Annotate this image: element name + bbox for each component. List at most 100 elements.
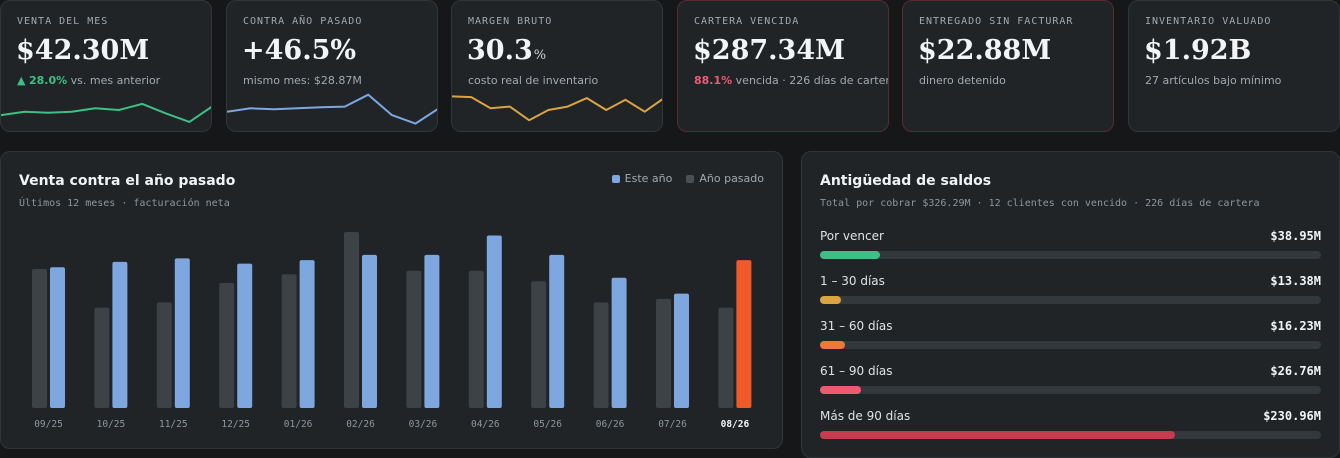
aging-row-61-90[interactable]: 61 – 90 días $26.76M [820, 364, 1321, 396]
kpi-label: CARTERA VENCIDA [694, 16, 800, 27]
x-tick-label: 04/26 [471, 419, 500, 430]
x-tick-label: 03/26 [409, 419, 438, 430]
x-tick-label: 08/26 [721, 419, 750, 430]
aging-fill [820, 431, 1175, 439]
bar-chart: 09/25 10/25 11/25 12/25 01/26 02/26 03/26 04/26… [32, 232, 752, 430]
aging-label: 31 – 60 días [820, 319, 893, 333]
bar-this-year-12/25 [237, 263, 253, 408]
bar-last-year-07/26 [656, 298, 671, 408]
x-tick-label: 11/25 [159, 419, 188, 430]
x-tick-label: 06/26 [596, 419, 625, 430]
x-tick-label: 07/26 [658, 419, 687, 430]
kpi-card-venta-mes[interactable]: VENTA DEL MES $42.30M ▲ 28.0% vs. mes an… [0, 0, 212, 132]
kpi-subtext: 27 artículos bajo mínimo [1145, 74, 1282, 87]
bar-this-year-08/26 [736, 260, 752, 408]
bar-last-year-09/25 [32, 268, 47, 408]
trend-up-icon: ▲ [17, 74, 26, 87]
bar-this-year-11/25 [174, 258, 190, 408]
x-tick-label: 09/25 [34, 419, 63, 430]
aging-row-mas-90[interactable]: Más de 90 días $230.96M [820, 409, 1321, 441]
aging-label: Más de 90 días [820, 409, 911, 423]
bar-last-year-05/26 [531, 281, 547, 408]
x-tick-label: 05/26 [533, 419, 562, 430]
aging-row-por-vencer[interactable]: Por vencer $38.95M [820, 229, 1321, 261]
kpi-card-contra-ano-pasado[interactable]: CONTRA AÑO PASADO +46.5% mismo mes: $28.… [226, 0, 438, 132]
bar-this-year-09/25 [50, 267, 65, 408]
aging-label: 61 – 90 días [820, 364, 893, 378]
kpi-card-entregado-sin-facturar[interactable]: ENTREGADO SIN FACTURAR $22.88M dinero de… [902, 0, 1114, 132]
sparkline-path [1, 102, 211, 123]
legend-swatch [686, 174, 695, 183]
kpi-value: $1.92B [1144, 35, 1252, 66]
panel-subtitle: Total por cobrar $326.29M · 12 clientes … [820, 198, 1260, 209]
bar-last-year-01/26 [281, 274, 297, 408]
chart-legend: Este año Año pasado [611, 172, 764, 185]
kpi-card-cartera-vencida[interactable]: CARTERA VENCIDA $287.34M 88.1% vencida ·… [677, 0, 889, 132]
kpi-subtext: 88.1% vencida · 226 días de cartera [694, 74, 889, 87]
x-tick-label: 10/25 [97, 419, 126, 430]
bar-last-year-12/25 [219, 283, 235, 408]
kpi-label: MARGEN BRUTO [468, 16, 553, 27]
aging-amount: $38.95M [1270, 229, 1321, 243]
kpi-subtext: mismo mes: $28.87M [243, 74, 362, 87]
bar-this-year-10/25 [112, 261, 128, 408]
x-tick-label: 02/26 [346, 419, 375, 430]
bar-this-year-07/26 [674, 293, 689, 408]
sparkline-path [452, 95, 662, 122]
bar-last-year-02/26 [344, 232, 359, 408]
aging-fill [820, 296, 841, 304]
bar-this-year-03/26 [424, 254, 440, 408]
panel-subtitle: Últimos 12 meses · facturación neta [19, 198, 230, 209]
bar-last-year-03/26 [406, 270, 422, 408]
bar-this-year-04/26 [486, 235, 502, 408]
aging-amount: $16.23M [1270, 319, 1321, 333]
aging-track [820, 296, 1321, 304]
kpi-value: $42.30M [16, 35, 150, 66]
kpi-subtext: ▲ 28.0% vs. mes anterior [17, 74, 161, 87]
bar-last-year-06/26 [593, 302, 609, 408]
kpi-card-margen-bruto[interactable]: MARGEN BRUTO 30.3% costo real de inventa… [451, 0, 663, 132]
legend-this-year[interactable]: Este año [611, 172, 672, 185]
panel-title: Antigüedad de saldos [820, 173, 992, 189]
bar-this-year-06/26 [611, 277, 627, 408]
sales-comparison-panel: Venta contra el año pasado Últimos 12 me… [0, 151, 783, 449]
x-tick-label: 12/25 [221, 419, 250, 430]
bar-this-year-05/26 [549, 254, 565, 408]
kpi-value: $22.88M [918, 35, 1052, 66]
aging-track [820, 386, 1321, 394]
aging-row-1-30[interactable]: 1 – 30 días $13.38M [820, 274, 1321, 306]
aging-amount: $26.76M [1270, 364, 1321, 378]
aging-label: Por vencer [820, 229, 884, 243]
bar-last-year-04/26 [468, 270, 484, 408]
kpi-card-inventario-valuado[interactable]: INVENTARIO VALUADO $1.92B 27 artículos b… [1128, 0, 1340, 132]
sparkline [452, 95, 662, 122]
kpi-label: CONTRA AÑO PASADO [243, 16, 363, 27]
kpi-value: 30.3% [467, 35, 547, 66]
legend-last-year[interactable]: Año pasado [686, 172, 764, 185]
kpi-value: $287.34M [693, 35, 846, 66]
aging-amount: $13.38M [1270, 274, 1321, 288]
kpi-label: INVENTARIO VALUADO [1145, 16, 1272, 27]
aging-fill [820, 251, 881, 259]
aging-track [820, 251, 1321, 259]
kpi-value: +46.5% [242, 35, 357, 66]
panel-title: Venta contra el año pasado [19, 173, 236, 189]
aging-panel: Antigüedad de saldos Total por cobrar $3… [801, 151, 1340, 458]
aging-track [820, 431, 1321, 439]
bar-last-year-11/25 [156, 302, 172, 408]
kpi-label: ENTREGADO SIN FACTURAR [919, 16, 1074, 27]
aging-amount: $230.96M [1263, 409, 1321, 423]
sparkline [1, 102, 211, 123]
kpi-subtext: costo real de inventario [468, 74, 599, 87]
legend-swatch [611, 174, 620, 183]
bar-this-year-01/26 [299, 260, 315, 408]
sparkline-path [227, 93, 437, 125]
aging-row-31-60[interactable]: 31 – 60 días $16.23M [820, 319, 1321, 351]
kpi-label: VENTA DEL MES [17, 16, 109, 27]
aging-label: 1 – 30 días [820, 274, 885, 288]
kpi-subtext: dinero detenido [919, 74, 1006, 87]
bar-last-year-08/26 [718, 307, 734, 408]
aging-track [820, 341, 1321, 349]
x-tick-label: 01/26 [284, 419, 313, 430]
bar-this-year-02/26 [362, 254, 377, 408]
